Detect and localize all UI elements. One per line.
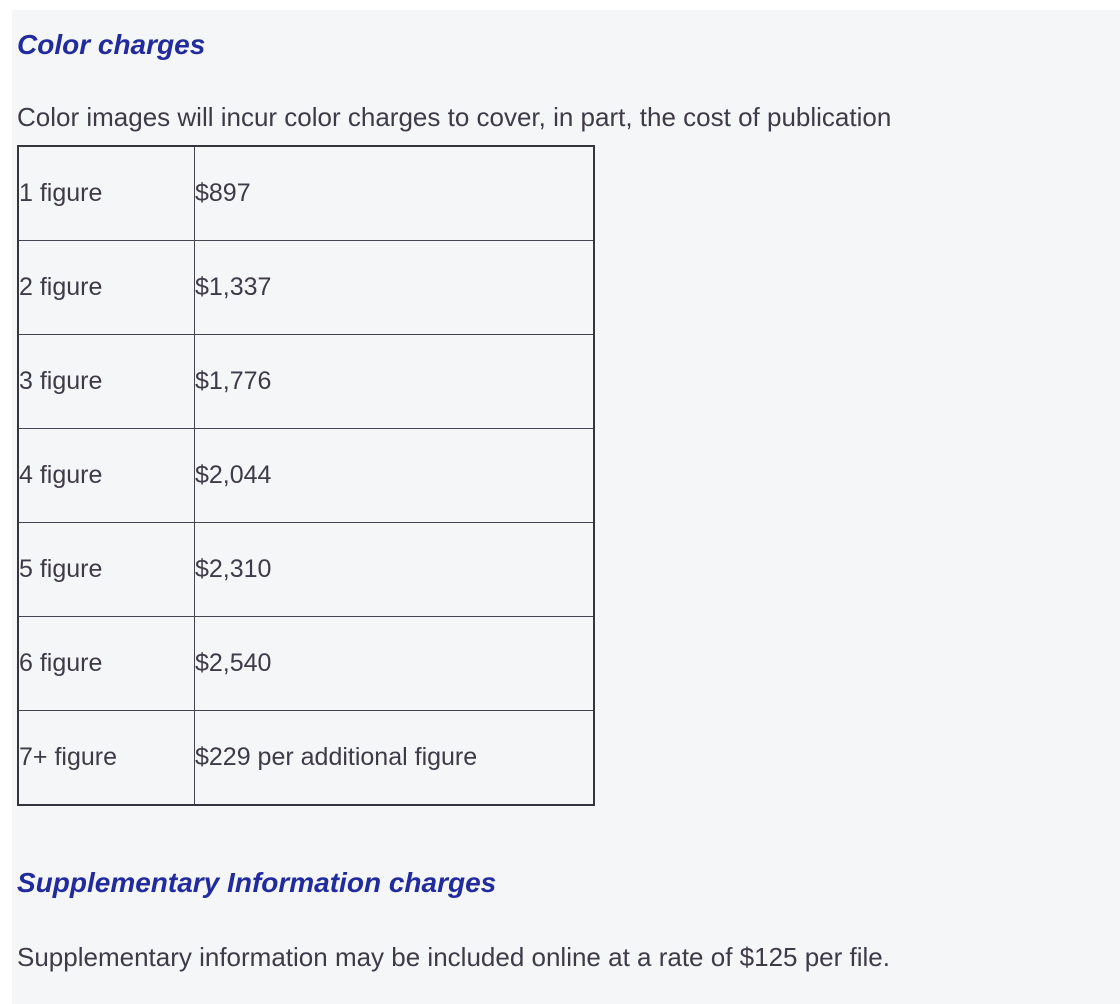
figure-count-cell: 7+ figure (17, 710, 195, 806)
figure-count-cell: 5 figure (17, 522, 195, 617)
figure-count-cell: 1 figure (17, 145, 195, 241)
table-row: 2 figure $1,337 (17, 240, 595, 335)
figure-count-cell: 4 figure (17, 428, 195, 523)
price-cell: $1,776 (194, 334, 595, 429)
figure-count-cell: 6 figure (17, 616, 195, 711)
table-row: 1 figure $897 (17, 145, 595, 241)
table-row: 5 figure $2,310 (17, 522, 595, 617)
price-cell: $229 per additional figure (194, 710, 595, 806)
table-row: 7+ figure $229 per additional figure (17, 710, 595, 806)
section-heading-color-charges: Color charges (17, 29, 206, 60)
table-row: 6 figure $2,540 (17, 616, 595, 711)
price-cell: $2,310 (194, 522, 595, 617)
color-charges-description: Color images will incur color charges to… (17, 102, 892, 132)
supplementary-charges-description: Supplementary information may be include… (17, 942, 890, 972)
table-row: 4 figure $2,044 (17, 428, 595, 523)
document-page: Color charges Color images will incur co… (12, 10, 1120, 1004)
color-charges-table: 1 figure $897 2 figure $1,337 3 figure $… (17, 145, 595, 806)
price-cell: $1,337 (194, 240, 595, 335)
price-cell: $2,044 (194, 428, 595, 523)
table-row: 3 figure $1,776 (17, 334, 595, 429)
price-cell: $897 (194, 145, 595, 241)
figure-count-cell: 3 figure (17, 334, 195, 429)
price-cell: $2,540 (194, 616, 595, 711)
section-heading-supplementary-information-charges: Supplementary Information charges (17, 867, 497, 898)
figure-count-cell: 2 figure (17, 240, 195, 335)
color-charges-table-body: 1 figure $897 2 figure $1,337 3 figure $… (17, 145, 595, 806)
